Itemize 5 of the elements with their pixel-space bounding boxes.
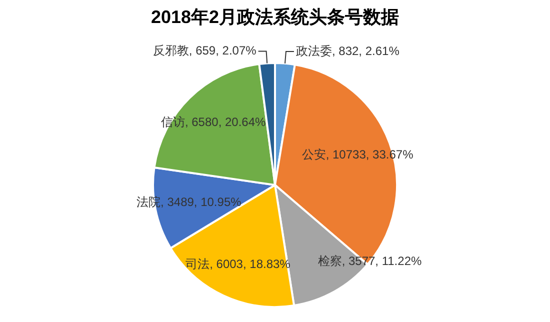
- chart-title: 2018年2月政法系统头条号数据: [150, 6, 400, 27]
- slice-label: 检察, 3577, 11.22%: [318, 254, 422, 268]
- slice-label: 政法委, 832, 2.61%: [296, 44, 400, 58]
- slice-label: 信访, 6580, 20.64%: [160, 114, 266, 129]
- slice-label: 反邪教, 659, 2.07%: [152, 44, 257, 58]
